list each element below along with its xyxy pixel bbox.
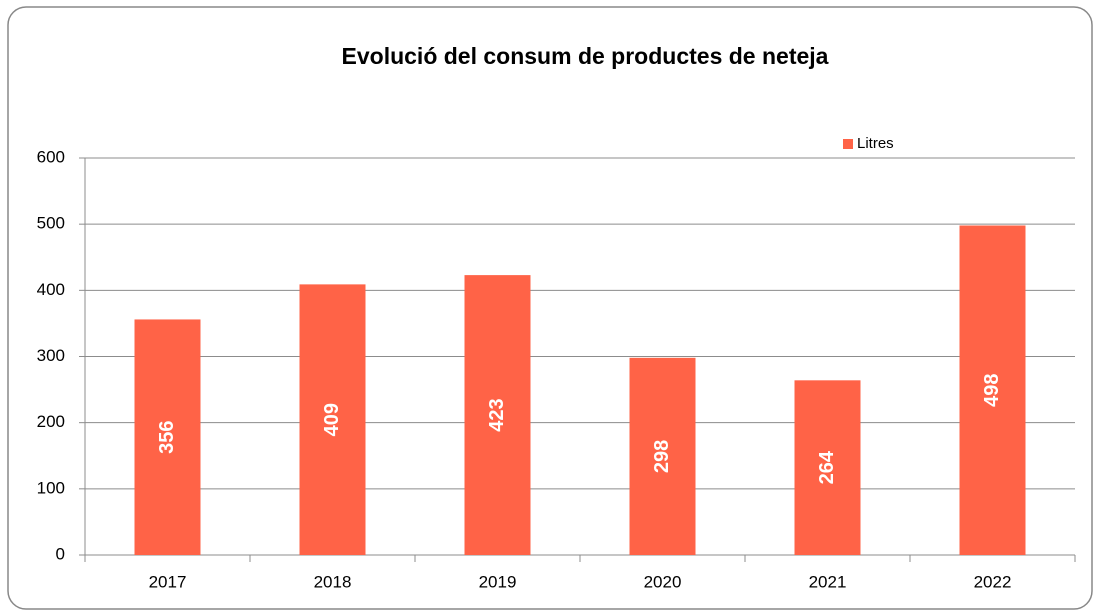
x-tick-label: 2018 (314, 572, 352, 591)
bar (299, 284, 366, 555)
bar (959, 225, 1026, 556)
data-label: 298 (651, 440, 673, 473)
y-tick-label: 100 (37, 478, 65, 497)
data-label: 423 (486, 398, 508, 431)
y-tick-label: 200 (37, 412, 65, 431)
data-label: 409 (321, 403, 343, 436)
bar (629, 357, 696, 555)
x-tick-label: 2017 (149, 572, 187, 591)
bar (134, 319, 201, 555)
y-tick-label: 400 (37, 280, 65, 299)
legend-swatch (843, 139, 853, 149)
x-tick-label: 2020 (644, 572, 682, 591)
y-tick-label: 600 (37, 147, 65, 166)
y-tick-label: 300 (37, 346, 65, 365)
chart-title: Evolució del consum de productes de nete… (342, 43, 829, 69)
x-tick-label: 2021 (809, 572, 847, 591)
data-label: 498 (981, 374, 1003, 407)
bar (794, 380, 861, 555)
x-tick-label: 2022 (974, 572, 1012, 591)
y-tick-label: 0 (56, 544, 65, 563)
bar (464, 275, 531, 555)
y-tick-label: 500 (37, 214, 65, 233)
data-label: 356 (156, 421, 178, 454)
legend-label: Litres (857, 135, 894, 152)
data-label: 264 (816, 450, 838, 484)
x-tick-label: 2019 (479, 572, 517, 591)
